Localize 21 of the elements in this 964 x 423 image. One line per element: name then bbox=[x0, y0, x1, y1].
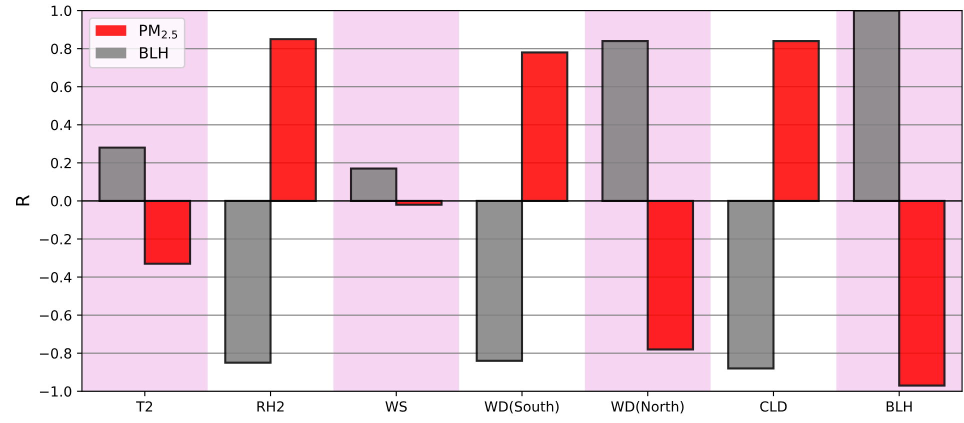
y-tick-label: 0.4 bbox=[51, 120, 72, 130]
y-tick-label: 0.0 bbox=[51, 196, 72, 206]
y-axis-title: R bbox=[16, 195, 30, 206]
x-tick-label: BLH bbox=[886, 401, 912, 412]
y-tick-label: −0.6 bbox=[40, 310, 72, 321]
legend-label: BLH bbox=[140, 47, 168, 58]
x-tick-label: WD(North) bbox=[611, 400, 684, 414]
x-tick-label: WD(South) bbox=[484, 400, 559, 414]
x-tick-label: CLD bbox=[760, 401, 787, 412]
x-tick-label: RH2 bbox=[257, 401, 284, 412]
y-tick-label: 1.0 bbox=[52, 6, 72, 16]
y-tick-label: 0.8 bbox=[51, 44, 72, 54]
y-tick-label: −0.4 bbox=[40, 272, 72, 283]
x-tick-label: T2 bbox=[136, 401, 152, 412]
y-tick-label: −0.8 bbox=[40, 348, 72, 359]
y-tick-label: 0.6 bbox=[51, 82, 72, 92]
legend-label: PM$_{2.5}$ bbox=[140, 24, 178, 39]
y-tick-label: 0.2 bbox=[51, 158, 71, 168]
y-tick-label: −1.0 bbox=[40, 386, 72, 397]
x-tick-label: WS bbox=[385, 401, 407, 412]
y-tick-label: −0.2 bbox=[40, 234, 71, 244]
